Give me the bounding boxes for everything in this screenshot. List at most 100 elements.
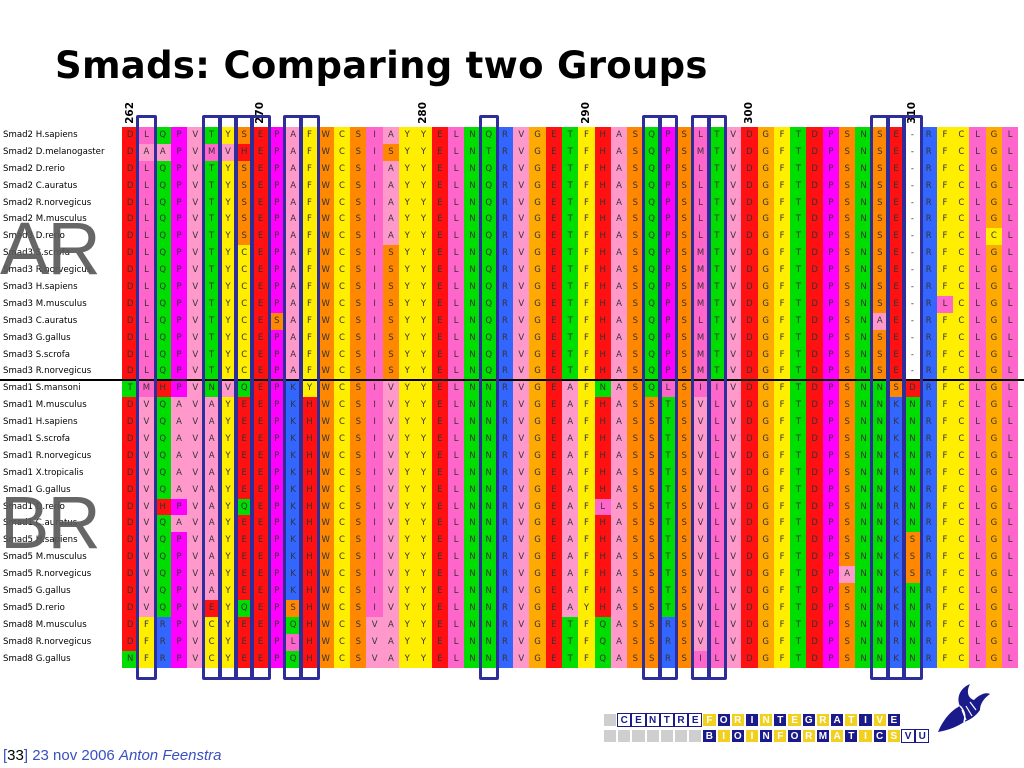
residue-cell: T: [708, 363, 725, 381]
residue-cell: Q: [480, 329, 497, 347]
residue-cell: G: [757, 650, 774, 668]
residue-cell: I: [366, 228, 383, 246]
residue-cell: P: [822, 566, 840, 584]
residue-cell: L: [447, 143, 465, 161]
residue-cell: F: [773, 498, 791, 516]
residue-cell: G: [529, 228, 546, 246]
residue-cell: P: [268, 363, 285, 381]
residue-cell: A: [562, 414, 579, 432]
residue-cell: P: [659, 295, 677, 313]
residue-cell: S: [676, 143, 693, 161]
residue-cell: Y: [399, 346, 416, 364]
residue-cell: E: [887, 245, 905, 263]
residue-cell: G: [985, 599, 1003, 617]
residue-cell: K: [284, 431, 302, 448]
residue-cell: F: [936, 143, 954, 161]
residue-cell: Q: [643, 329, 660, 347]
residue-cell: R: [496, 583, 514, 600]
logo-letter: F: [773, 729, 788, 743]
residue-cell: C: [236, 312, 253, 330]
residue-cell: N: [480, 464, 497, 482]
residue-cell: L: [447, 397, 465, 415]
residue-cell: T: [562, 329, 579, 347]
residue-cell: S: [839, 177, 856, 195]
residue-cell: V: [382, 397, 400, 415]
residue-cell: S: [627, 431, 644, 448]
residue-cell: A: [610, 177, 628, 195]
residue-cell: L: [138, 312, 155, 330]
residue-cell: A: [203, 566, 220, 584]
residue-cell: I: [366, 464, 383, 482]
residue-cell: S: [350, 431, 367, 448]
residue-cell: F: [773, 143, 791, 161]
residue-cell: E: [545, 312, 563, 330]
residue-cell: L: [969, 346, 986, 364]
residue-cell: W: [317, 228, 334, 246]
residue-cell: G: [757, 177, 774, 195]
residue-cell: C: [953, 228, 970, 246]
residue-cell: V: [513, 599, 530, 617]
residue-cell: L: [969, 464, 986, 482]
residue-cell: G: [985, 414, 1003, 432]
residue-cell: S: [350, 464, 367, 482]
residue-cell: S: [350, 380, 367, 398]
residue-cell: K: [284, 481, 302, 499]
residue-cell: W: [317, 515, 334, 533]
residue-cell: F: [301, 177, 318, 195]
residue-cell: P: [170, 177, 188, 195]
residue-cell: H: [594, 583, 611, 600]
residue-cell: I: [366, 380, 383, 398]
residue-cell: S: [676, 329, 693, 347]
residue-cell: Y: [399, 447, 416, 465]
residue-cell: N: [904, 650, 921, 668]
residue-cell: P: [822, 447, 840, 465]
residue-cell: F: [773, 481, 791, 499]
residue-cell: A: [610, 650, 628, 668]
residue-cell: Y: [415, 566, 432, 584]
residue-cell: S: [839, 599, 856, 617]
residue-cell: S: [871, 160, 888, 178]
residue-cell: F: [936, 583, 954, 600]
residue-cell: S: [350, 566, 367, 584]
residue-cell: T: [659, 464, 677, 482]
residue-cell: S: [627, 194, 644, 212]
residue-cell: N: [855, 279, 872, 296]
residue-cell: S: [643, 464, 660, 482]
residue-cell: L: [138, 211, 155, 229]
residue-cell: C: [953, 380, 970, 398]
residue-cell: V: [219, 143, 237, 161]
residue-cell: G: [529, 363, 546, 381]
residue-cell: V: [513, 566, 530, 584]
residue-cell: H: [594, 566, 611, 584]
residue-cell: C: [333, 464, 351, 482]
residue-cell: V: [692, 583, 709, 600]
residue-cell: N: [480, 515, 497, 533]
residue-cell: A: [610, 566, 628, 584]
residue-cell: D: [122, 583, 139, 600]
residue-cell: Q: [154, 295, 171, 313]
residue-cell: P: [268, 549, 285, 567]
residue-cell: F: [301, 363, 318, 381]
residue-cell: D: [806, 295, 823, 313]
residue-cell: A: [610, 363, 628, 381]
residue-cell: Q: [594, 633, 611, 651]
residue-cell: D: [806, 194, 823, 212]
residue-cell: S: [839, 498, 856, 516]
residue-cell: G: [529, 583, 546, 600]
residue-cell: A: [610, 481, 628, 499]
residue-cell: A: [610, 498, 628, 516]
residue-cell: S: [382, 245, 400, 263]
residue-cell: C: [953, 177, 970, 195]
residue-cell: T: [790, 346, 807, 364]
residue-cell: E: [236, 515, 253, 533]
residue-cell: V: [513, 515, 530, 533]
residue-cell: T: [790, 279, 807, 296]
residue-cell: V: [724, 363, 742, 381]
residue-cell: Q: [643, 295, 660, 313]
residue-cell: E: [252, 295, 269, 313]
residue-cell: S: [627, 380, 644, 398]
